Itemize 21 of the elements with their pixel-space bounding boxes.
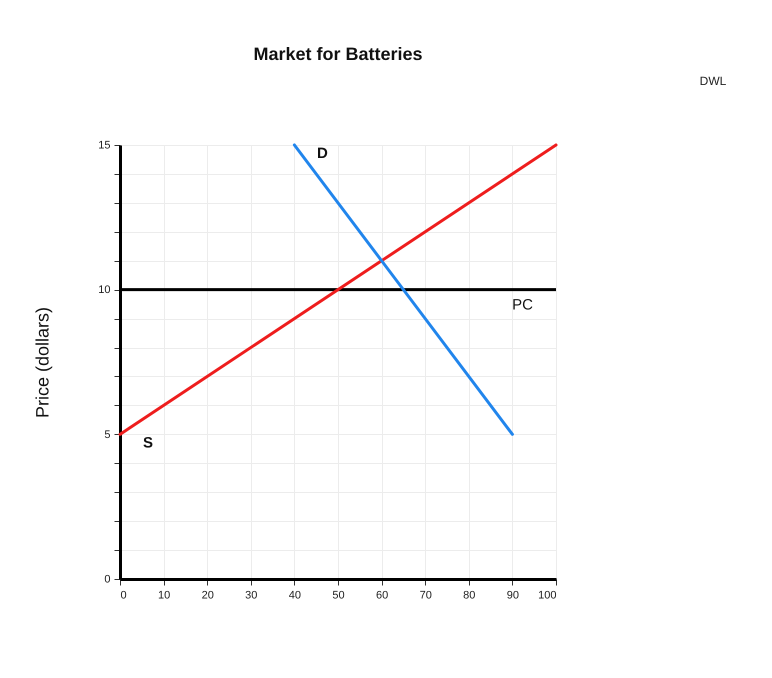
series-label: D — [316, 145, 328, 162]
x-tick-label: 10 — [158, 590, 170, 602]
y-axis-title: Price (dollars) — [32, 306, 52, 418]
y-tick-label: 0 — [104, 574, 110, 586]
series-label: S — [142, 434, 154, 452]
y-tick-label: 10 — [98, 284, 110, 296]
x-tick-label: 100 — [538, 590, 556, 602]
x-tick-label: 40 — [288, 590, 302, 602]
x-tick-label: 0 — [120, 590, 127, 602]
x-tick-label: 70 — [420, 590, 432, 602]
text: DWL — [700, 74, 727, 88]
chart-title: Market for Batteries — [253, 44, 423, 64]
x-tick-label: 80 — [463, 590, 476, 602]
x-tick-label: 30 — [245, 590, 258, 602]
x-tick-label: 50 — [332, 590, 345, 602]
x-tick-label: 20 — [202, 590, 214, 602]
y-tick-label: 15 — [98, 140, 110, 152]
x-tick-label: 90 — [506, 590, 520, 602]
y-tick-label: 5 — [104, 428, 110, 441]
x-tick-label: 60 — [376, 590, 388, 602]
ref-line-label: PC — [512, 296, 534, 314]
